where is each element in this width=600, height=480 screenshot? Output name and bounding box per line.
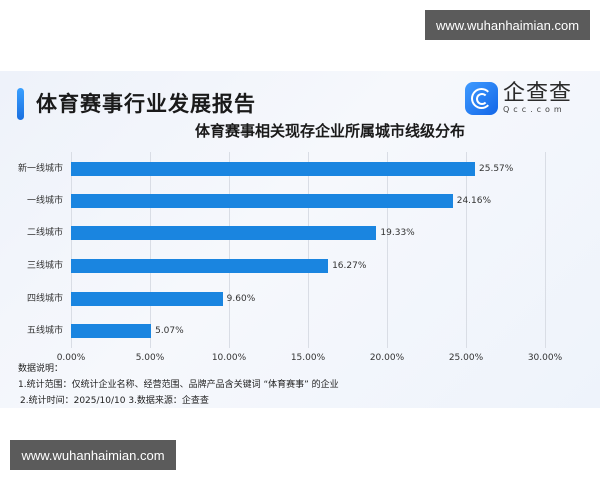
qcc-logo: 企查查 Qcc.com: [465, 82, 572, 115]
bar-value-label: 5.07%: [155, 326, 184, 336]
category-label: 五线城市: [26, 326, 63, 336]
gridline: [229, 152, 230, 348]
bar: [71, 324, 152, 338]
category-label: 新一线城市: [17, 164, 63, 174]
x-tick-label: 30.00%: [527, 353, 563, 363]
title-accent-bar: [17, 88, 24, 120]
notes-line-1: 1.统计范围：仅统计企业名称、经营范围、品牌产品含关键词 “体育赛事” 的企业: [18, 380, 339, 390]
notes-heading: 数据说明：: [18, 364, 64, 374]
gridline: [466, 152, 467, 348]
x-tick-label: 15.00%: [290, 353, 326, 363]
bar: [71, 162, 475, 176]
bar-value-label: 24.16%: [456, 196, 492, 206]
report-card: 体育赛事行业发展报告 企查查 Qcc.com 体育赛事相关现存企业所属城市线级分…: [0, 71, 600, 408]
logo-cn-text: 企查查: [503, 80, 573, 106]
x-tick-label: 10.00%: [211, 353, 247, 363]
qcc-logo-icon: [465, 82, 498, 115]
bar-value-label: 25.57%: [479, 164, 514, 174]
watermark-bottom: www.wuhanhaimian.com: [10, 440, 176, 470]
report-title: 体育赛事行业发展报告: [36, 92, 256, 116]
notes-line-2: 2.统计时间：2025/10/10 3.数据来源：企查查: [20, 396, 209, 406]
bar-value-label: 16.27%: [332, 261, 367, 271]
category-label: 二线城市: [26, 228, 63, 238]
gridline: [308, 152, 309, 348]
chart-title: 体育赛事相关现存企业所属城市线级分布: [194, 122, 465, 140]
x-tick-label: 0.00%: [56, 353, 86, 363]
logo-en-text: Qcc.com: [503, 104, 566, 114]
bar: [71, 259, 329, 273]
bar: [71, 292, 223, 306]
x-tick-label: 25.00%: [448, 353, 484, 363]
gridline: [150, 152, 151, 348]
bar-value-label: 9.60%: [226, 294, 256, 304]
gridline: [71, 152, 72, 348]
category-label: 三线城市: [26, 261, 63, 271]
x-tick-label: 5.00%: [135, 353, 165, 363]
category-label: 四线城市: [26, 294, 63, 304]
gridline: [545, 152, 546, 348]
bar-value-label: 19.33%: [380, 228, 415, 238]
bar: [71, 194, 453, 208]
category-label: 一线城市: [26, 196, 63, 206]
bar: [71, 226, 377, 240]
x-tick-label: 20.00%: [369, 353, 405, 363]
gridline: [387, 152, 388, 348]
bar-chart-plot: 新一线城市 25.57% 一线城市 24.16% 二线城市 19.33% 三线城市 16.27…: [18, 152, 546, 348]
watermark-top: www.wuhanhaimian.com: [425, 10, 590, 40]
